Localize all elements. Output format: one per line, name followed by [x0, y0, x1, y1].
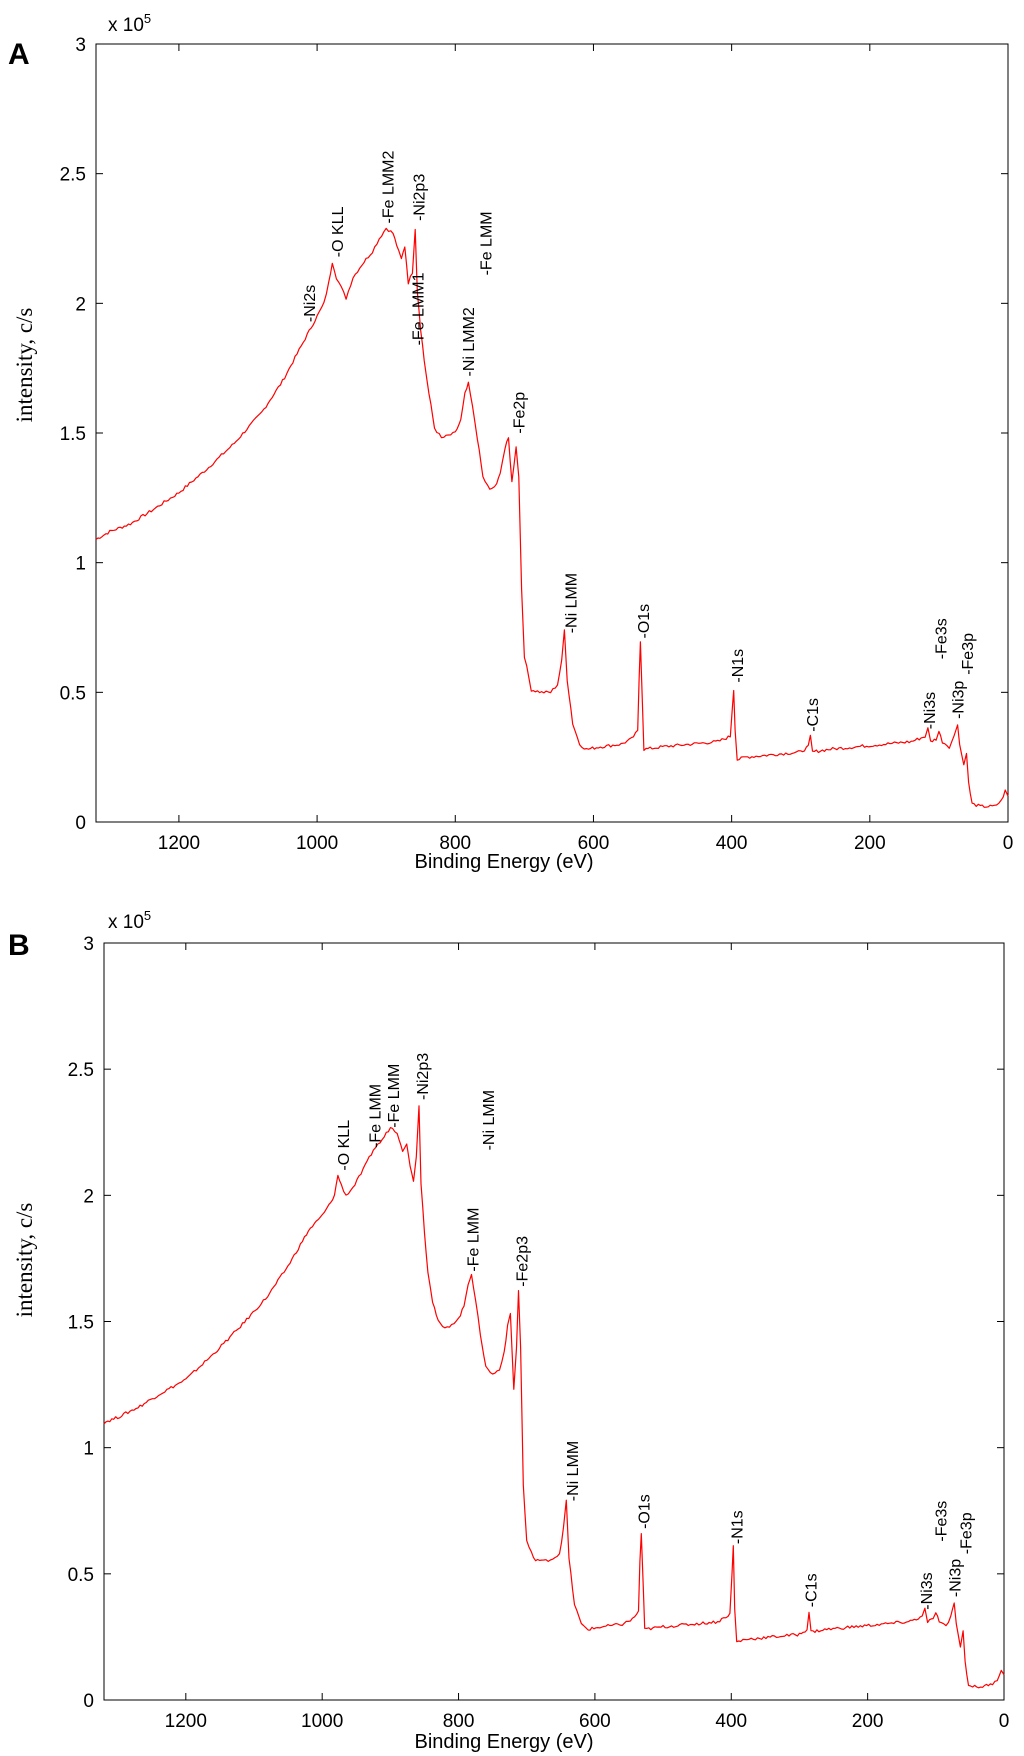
peak-label: -Fe3s [934, 618, 951, 659]
peak-label: -Fe2p3 [515, 1236, 532, 1287]
peak-label: -Ni3p [948, 1559, 965, 1597]
peak-label: -Fe3p [959, 1512, 976, 1554]
peak-label: -Fe3s [933, 1501, 950, 1542]
x-axis-label: Binding Energy (eV) [415, 851, 594, 873]
x-tick-label: 200 [852, 1711, 884, 1732]
x-tick-label: 1000 [296, 833, 338, 854]
peak-label: -C1s [804, 1573, 821, 1607]
y-tick-label: 3 [83, 934, 94, 955]
peak-label: -O KLL [330, 206, 347, 257]
peak-label: -O KLL [336, 1120, 353, 1171]
x-tick-label: 1200 [158, 833, 200, 854]
peak-label: -Fe LMM [478, 211, 495, 275]
peak-label: -Fe LMM [367, 1084, 384, 1148]
x-tick-label: 1200 [165, 1711, 207, 1732]
y-multiplier: x 105 [108, 908, 151, 933]
peak-label: -Ni LMM [563, 573, 580, 633]
y-tick-label: 2.5 [60, 165, 86, 186]
peak-label: -N1s [730, 649, 747, 683]
plot-frame [95, 43, 1009, 823]
peak-label: -Fe LMM2 [380, 151, 397, 224]
y-tick-label: 1 [75, 554, 86, 575]
x-tick-label: 200 [854, 833, 886, 854]
x-tick-label: 400 [715, 1711, 747, 1732]
peak-label: -Ni3s [922, 692, 939, 729]
y-tick-label: 0 [75, 813, 86, 834]
peak-label: -Ni2p3 [411, 174, 428, 221]
peak-label: -Ni3p [950, 681, 967, 719]
x-axis-label: Binding Energy (eV) [415, 1731, 594, 1753]
peak-label: -N1s [729, 1510, 746, 1544]
peak-label: -Ni LMM [565, 1441, 582, 1501]
panel-label: A [8, 38, 30, 71]
peak-label: -C1s [805, 698, 822, 732]
y-tick-label: 1 [83, 1439, 94, 1460]
peak-label: -Fe LMM1 [411, 272, 428, 345]
x-tick-label: 1000 [301, 1711, 343, 1732]
peak-label: -Ni2s [302, 285, 319, 322]
x-tick-label: 800 [443, 1711, 475, 1732]
x-tick-label: 0 [999, 1711, 1010, 1732]
panel-a: A x 105 intensity, c/s Binding Energy (e… [8, 11, 1013, 873]
y-tick-label: 2 [83, 1186, 94, 1207]
peak-label: -Ni LMM [481, 1090, 498, 1150]
y-tick-label: 1.5 [60, 424, 86, 445]
spectrum-line [103, 1105, 1005, 1689]
y-tick-label: 0 [83, 1691, 94, 1712]
peak-label: -O1s [636, 604, 653, 639]
peak-label: -Fe2p [512, 392, 529, 434]
y-tick-label: 1.5 [68, 1313, 94, 1334]
x-tick-label: 400 [716, 833, 748, 854]
y-axis-label: intensity, c/s [12, 1203, 37, 1318]
y-tick-label: 2 [75, 294, 86, 315]
x-tick-label: 600 [579, 1711, 611, 1732]
y-axis-label: intensity, c/s [12, 308, 37, 423]
spectrum-line [95, 227, 1009, 808]
y-tick-label: 3 [75, 35, 86, 56]
plot-frame [103, 942, 1005, 1701]
y-tick-label: 0.5 [60, 683, 86, 704]
panel-b: B x 105 intensity, c/s Binding Energy (e… [8, 908, 1009, 1753]
y-tick-label: 0.5 [68, 1565, 94, 1586]
panel-label: B [8, 929, 30, 962]
peak-label: -O1s [637, 1494, 654, 1529]
peak-label: -Fe LMM [386, 1064, 403, 1128]
peak-label: -Fe3p [960, 633, 977, 675]
y-tick-label: 2.5 [68, 1060, 94, 1081]
y-multiplier: x 105 [108, 11, 151, 36]
peak-label: -Ni LMM2 [461, 307, 478, 376]
x-tick-label: 600 [578, 833, 610, 854]
x-tick-label: 0 [1003, 833, 1014, 854]
peak-label: -Ni3s [919, 1572, 936, 1609]
peak-label: -Fe LMM [466, 1208, 483, 1272]
x-tick-label: 800 [439, 833, 471, 854]
peak-label: -Ni2p3 [415, 1053, 432, 1100]
